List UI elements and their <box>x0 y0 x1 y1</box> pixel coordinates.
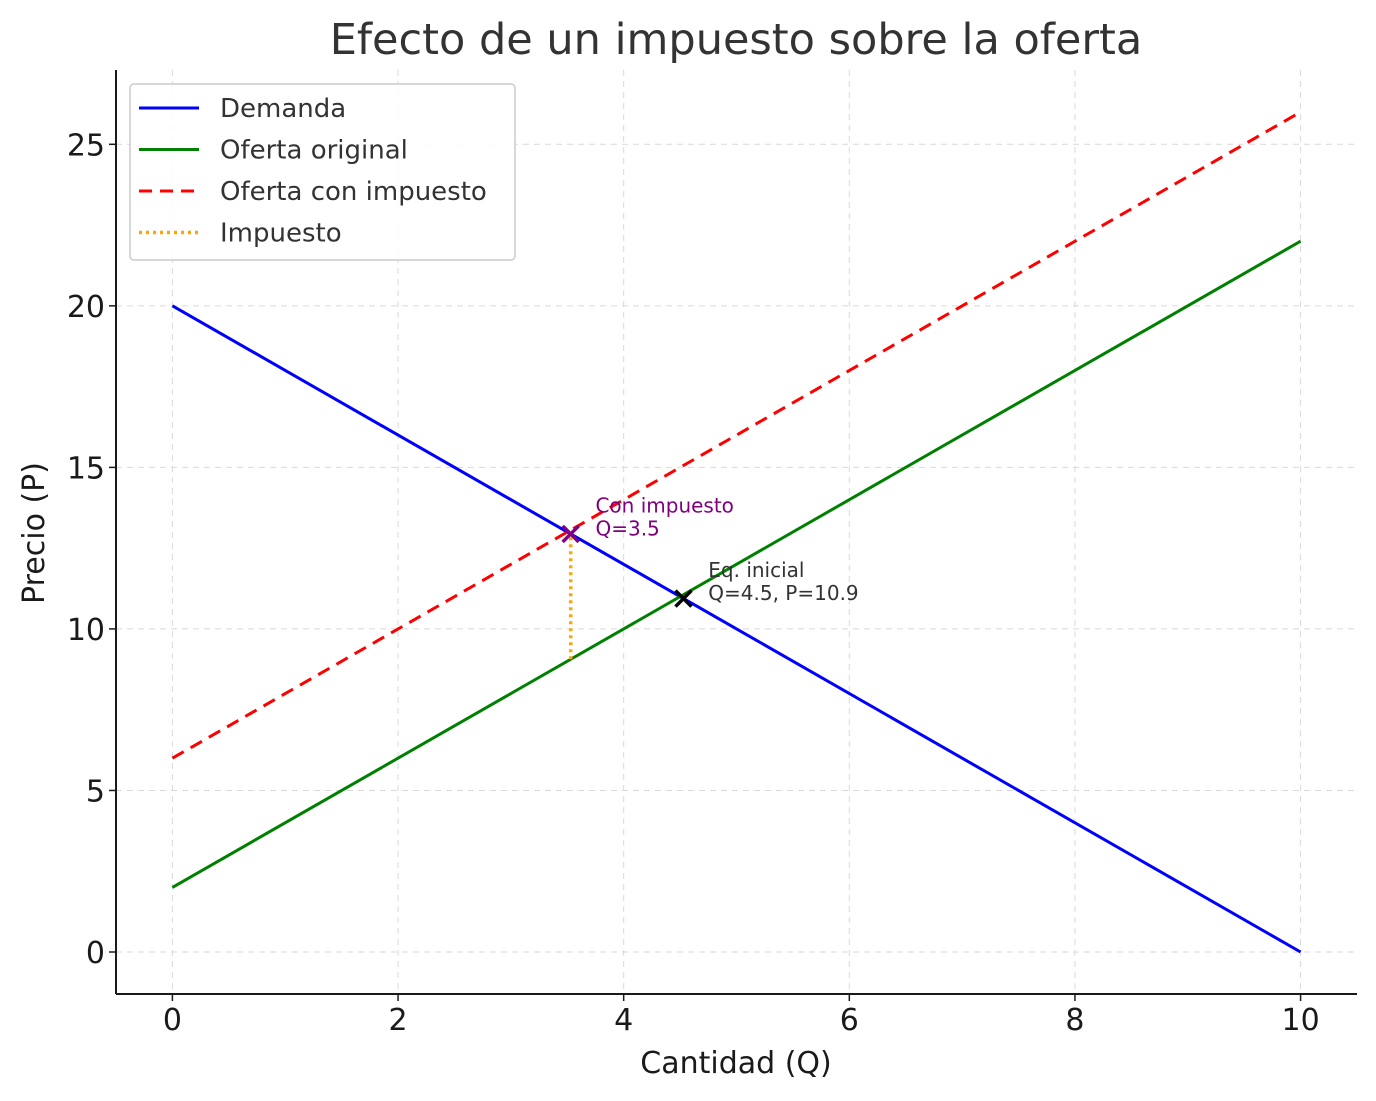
legend-item: Impuesto <box>139 219 342 249</box>
y-tick-label: 0 <box>86 936 105 971</box>
legend-item: Oferta original <box>139 136 408 166</box>
legend-label: Impuesto <box>220 219 342 249</box>
axes <box>109 70 1357 1001</box>
y-tick-label: 15 <box>67 451 105 486</box>
x-tick-label: 0 <box>163 1003 182 1038</box>
y-tick-label: 5 <box>86 774 105 809</box>
marker-tax-equilibrium <box>561 524 580 544</box>
legend-item: Demanda <box>139 94 346 124</box>
annotation-line: Q=4.5, P=10.9 <box>708 581 858 605</box>
y-tick-label: 10 <box>67 613 105 648</box>
annotation-line: Eq. inicial <box>708 558 804 582</box>
annotation-line: Q=3.5 <box>595 517 659 541</box>
legend-item: Oferta con impuesto <box>139 177 487 207</box>
y-axis-title: Precio (P) <box>17 462 52 604</box>
y-tick-label: 20 <box>67 290 105 325</box>
legend-frame <box>129 83 516 261</box>
y-tick-label: 25 <box>67 128 105 163</box>
x-axis-title: Cantidad (Q) <box>640 1046 831 1081</box>
annotation-line: Con impuesto <box>595 494 733 518</box>
x-tick-label: 2 <box>388 1003 407 1038</box>
marker-initial-equilibrium <box>674 589 693 608</box>
x-tick-label: 8 <box>1065 1003 1084 1038</box>
grid <box>116 70 1357 994</box>
x-tick-label: 6 <box>840 1003 859 1038</box>
legend: Demanda Oferta original Oferta con impuest… <box>129 83 516 261</box>
legend-label: Oferta original <box>220 136 408 166</box>
chart-title: Efecto de un impuesto sobre la oferta <box>330 15 1143 65</box>
legend-label: Demanda <box>220 94 346 124</box>
legend-label: Oferta con impuesto <box>220 177 487 207</box>
series-demanda <box>171 304 1302 954</box>
tick-labels: 0 2 4 6 8 10 0 5 10 15 20 25 <box>67 128 1320 1038</box>
marker-layer <box>561 524 693 608</box>
x-tick-label: 10 <box>1281 1003 1319 1038</box>
series-oferta-original <box>171 239 1302 889</box>
series-oferta-con-impuesto <box>171 110 1302 760</box>
series-layer <box>171 110 1302 954</box>
x-tick-label: 4 <box>614 1003 633 1038</box>
